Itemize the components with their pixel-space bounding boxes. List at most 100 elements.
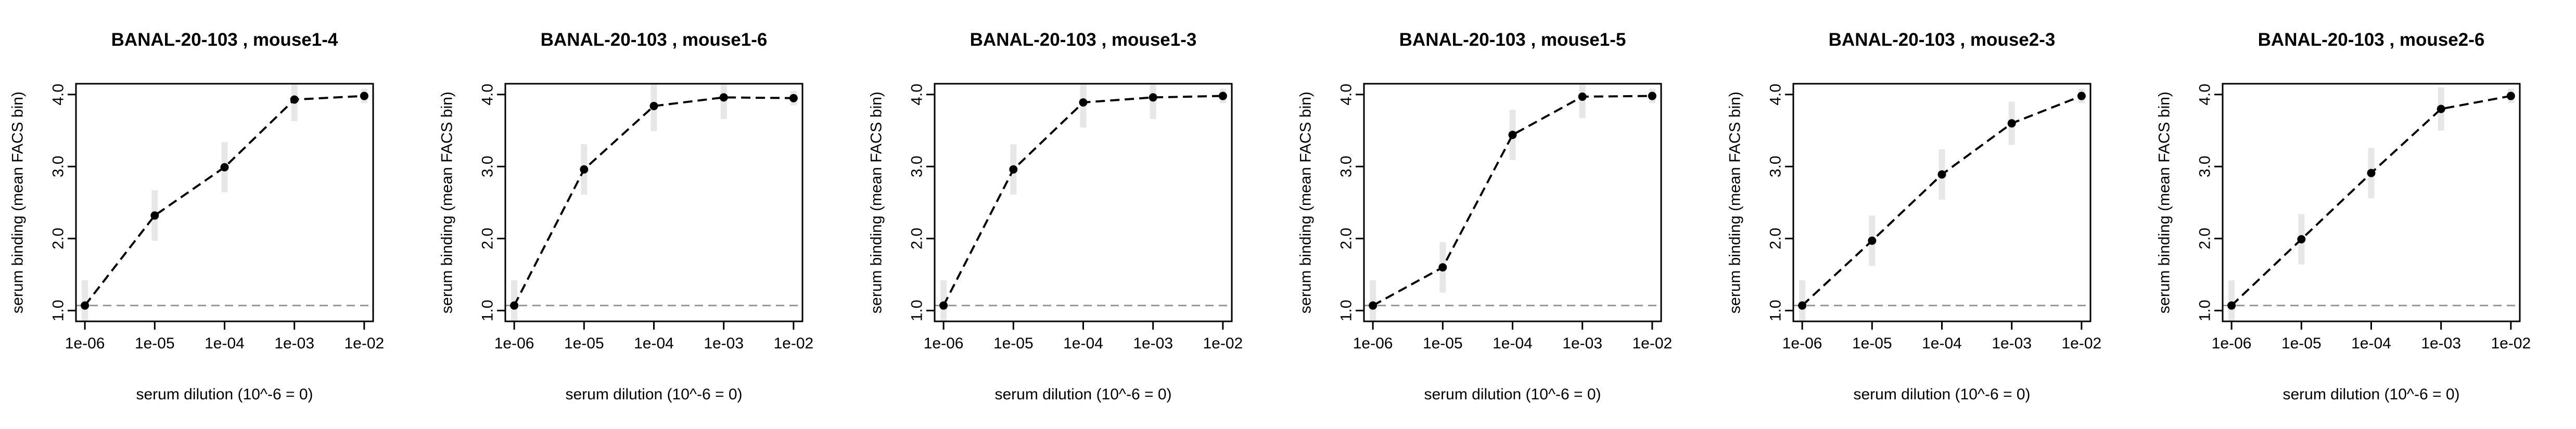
x-tick-label: 1e-03 xyxy=(704,335,744,352)
chart-panel-1: BANAL-20-103 , mouse1-4 1e-06 1e-05 1e-04 1e… xyxy=(9,30,385,403)
y-tick-label: 4.0 xyxy=(479,84,496,106)
chart-title: BANAL-20-103 , mouse2-6 xyxy=(2258,30,2485,50)
y-axis-label: serum binding (mean FACS bin) xyxy=(439,92,456,314)
x-tick-label: 1e-04 xyxy=(2351,335,2391,352)
y-tick-label: 2.0 xyxy=(2197,228,2214,250)
x-tick-label: 1e-04 xyxy=(634,335,674,352)
x-tick-label: 1e-06 xyxy=(494,335,534,352)
data-point xyxy=(1508,131,1517,139)
data-point xyxy=(1079,98,1088,107)
series-line xyxy=(513,96,794,306)
x-tick-label: 1e-06 xyxy=(2212,335,2252,352)
y-tick-label: 4.0 xyxy=(909,84,926,106)
x-tick-label: 1e-04 xyxy=(1493,335,1533,352)
y-tick-label: 2.0 xyxy=(1338,228,1355,250)
data-point xyxy=(1218,92,1227,100)
y-tick-label: 2.0 xyxy=(479,228,496,250)
data-point xyxy=(1798,301,1807,310)
replicate-spread xyxy=(511,280,518,321)
x-tick-label: 1e-03 xyxy=(274,335,314,352)
x-tick-label: 1e-03 xyxy=(1992,335,2032,352)
x-tick-label: 1e-05 xyxy=(564,335,604,352)
data-point xyxy=(1369,301,1378,310)
chart-panel-3: BANAL-20-103 , mouse1-3 1e-06 1e-05 1e-04 1e… xyxy=(868,30,1243,403)
x-tick-label: 1e-05 xyxy=(1423,335,1463,352)
y-tick-label: 3.0 xyxy=(1767,155,1784,177)
y-tick-label: 4.0 xyxy=(1767,84,1784,106)
chart-panel-5: BANAL-20-103 , mouse2-3 1e-06 1e-05 1e-04 1e… xyxy=(1727,30,2102,403)
data-point xyxy=(2437,105,2445,113)
y-axis-label: serum binding (mean FACS bin) xyxy=(9,92,27,314)
x-tick-label: 1e-04 xyxy=(205,335,245,352)
series-line xyxy=(1801,95,2082,306)
plot-frame xyxy=(1792,83,2092,322)
data-point xyxy=(1868,236,1877,245)
x-tick-label: 1e-02 xyxy=(2062,335,2102,352)
series-line xyxy=(1372,95,1652,307)
replicate-spread xyxy=(1370,280,1376,321)
y-tick-label: 1.0 xyxy=(2197,300,2214,321)
y-axis-label: serum binding (mean FACS bin) xyxy=(868,92,885,314)
y-tick-label: 3.0 xyxy=(909,155,926,177)
replicate-spread xyxy=(1799,280,1806,321)
y-tick-label: 2.0 xyxy=(909,228,926,250)
data-point xyxy=(81,301,90,310)
plot-frame xyxy=(2222,83,2521,322)
chart-title: BANAL-20-103 , mouse1-3 xyxy=(970,30,1197,50)
data-point xyxy=(220,163,229,172)
data-point xyxy=(1648,92,1656,100)
chart-title: BANAL-20-103 , mouse1-6 xyxy=(541,30,768,50)
y-tick-label: 3.0 xyxy=(2197,155,2214,177)
y-tick-label: 1.0 xyxy=(1767,300,1784,321)
data-point xyxy=(719,93,728,102)
data-point xyxy=(2297,235,2306,244)
x-tick-label: 1e-06 xyxy=(65,335,105,352)
y-tick-label: 1.0 xyxy=(50,300,67,321)
y-tick-label: 4.0 xyxy=(2197,84,2214,106)
y-tick-label: 4.0 xyxy=(50,84,67,106)
replicate-spread xyxy=(2228,280,2235,321)
data-point xyxy=(360,92,368,100)
data-point xyxy=(789,94,798,102)
y-tick-label: 2.0 xyxy=(50,228,67,250)
x-tick-label: 1e-05 xyxy=(1852,335,1892,352)
x-axis-label: serum dilution (10^-6 = 0) xyxy=(1853,386,2030,403)
data-point xyxy=(649,101,658,110)
data-point xyxy=(2077,92,2086,100)
x-tick-label: 1e-03 xyxy=(1133,335,1173,352)
replicate-spread xyxy=(82,280,88,321)
x-tick-label: 1e-06 xyxy=(1782,335,1822,352)
x-tick-label: 1e-04 xyxy=(1063,335,1103,352)
x-tick-label: 1e-05 xyxy=(993,335,1034,352)
chart-title: BANAL-20-103 , mouse1-4 xyxy=(111,30,338,50)
x-tick-label: 1e-06 xyxy=(1353,335,1393,352)
replicate-spread xyxy=(940,280,947,321)
x-tick-label: 1e-02 xyxy=(774,335,814,352)
chart-panel-6: BANAL-20-103 , mouse2-6 1e-06 1e-05 1e-04 1e… xyxy=(2156,30,2531,403)
data-point xyxy=(2227,301,2236,310)
data-point xyxy=(580,165,589,174)
data-point xyxy=(1578,92,1587,101)
x-tick-label: 1e-05 xyxy=(135,335,175,352)
plot-frame xyxy=(75,83,374,322)
y-tick-label: 4.0 xyxy=(1338,84,1355,106)
x-tick-label: 1e-06 xyxy=(924,335,964,352)
x-tick-label: 1e-02 xyxy=(1633,335,1673,352)
data-point xyxy=(939,301,948,310)
y-tick-label: 3.0 xyxy=(1338,155,1355,177)
x-tick-label: 1e-04 xyxy=(1922,335,1962,352)
y-tick-label: 3.0 xyxy=(50,155,67,177)
data-point xyxy=(2506,92,2515,100)
x-axis-label: serum dilution (10^-6 = 0) xyxy=(1424,386,1601,403)
y-tick-label: 2.0 xyxy=(1767,228,1784,250)
y-tick-label: 1.0 xyxy=(479,300,496,321)
chart-title: BANAL-20-103 , mouse2-3 xyxy=(1829,30,2056,50)
data-point xyxy=(1438,263,1447,272)
data-point xyxy=(2367,168,2376,177)
data-point xyxy=(2007,119,2016,128)
replicate-spread xyxy=(1579,84,1586,119)
data-point xyxy=(290,95,299,104)
x-tick-label: 1e-03 xyxy=(1562,335,1602,352)
y-axis-label: serum binding (mean FACS bin) xyxy=(1727,92,1744,314)
